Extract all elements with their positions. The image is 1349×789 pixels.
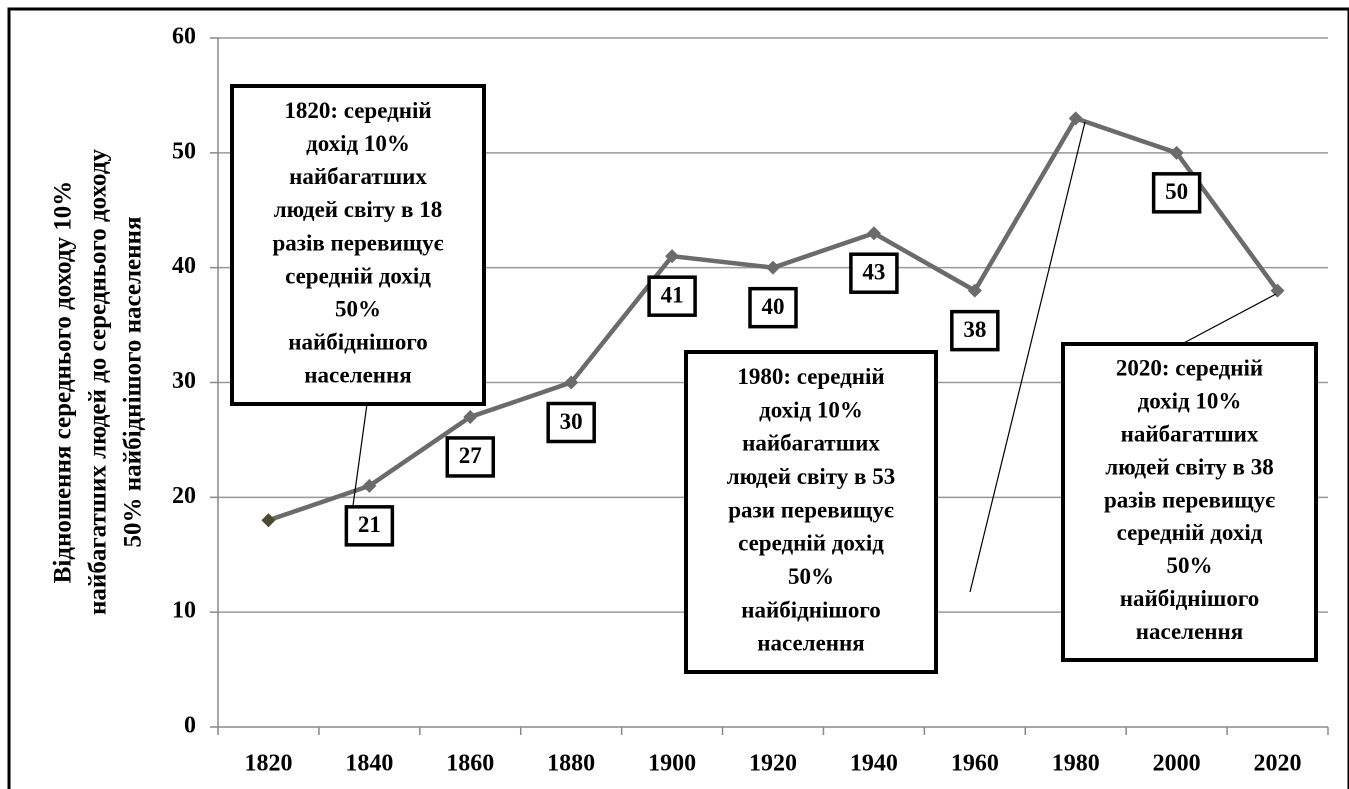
annotation-text: найбагатших [289, 164, 427, 189]
x-tick-label: 1840 [345, 751, 393, 777]
annotation-text: середній дохід [738, 531, 884, 556]
annotation-text: середній дохід [285, 263, 431, 288]
data-label-box [1151, 172, 1202, 214]
annotation-text: 50% [335, 297, 381, 322]
marker [766, 260, 780, 275]
annotation-text: середній дохід [1117, 520, 1263, 545]
annotation-text: найбіднішого [741, 597, 880, 622]
y-tick-label: 10 [172, 598, 196, 624]
marker [665, 249, 680, 264]
y-tick-label: 60 [172, 24, 196, 50]
x-tick-label: 1860 [446, 751, 494, 777]
x-tick-label: 1940 [850, 751, 898, 777]
y-tick-label: 20 [172, 483, 196, 509]
annotation-text: дохід 10% [306, 131, 410, 156]
annotation-text: разів перевищує [1104, 487, 1275, 512]
data-label-box [344, 505, 395, 547]
marker [866, 226, 881, 241]
data-label: 41 [661, 282, 684, 307]
leader-line [969, 121, 1086, 593]
annotation-text: дохід 10% [759, 397, 863, 422]
data-label: 50 [1165, 179, 1188, 204]
annotation-box [1061, 342, 1318, 662]
marker [1068, 111, 1083, 126]
annotation-text: 2020: середній [1116, 356, 1263, 381]
x-tick-label: 1980 [1052, 751, 1100, 777]
annotation-text: рази перевищує [728, 497, 894, 522]
annotation-box [230, 84, 486, 406]
annotation-text: найбагатших [1121, 422, 1259, 447]
annotation-text: людей світу в 53 [727, 464, 895, 489]
annotation-text: разів перевищує [272, 230, 443, 255]
y-axis-title: Відношення середнього доходу 10% найбагат… [50, 149, 147, 615]
annotation-text: людей світу в 18 [274, 197, 442, 222]
x-tick-label: 1960 [951, 751, 999, 777]
annotation-text: найбагатших [742, 431, 880, 456]
annotation-text: найбіднішого [288, 330, 427, 355]
annotation-text: населення [304, 363, 412, 388]
y-axis-title-line: найбагатших людей до середнього доходу [85, 149, 112, 615]
annotation-text: 1980: середній [737, 364, 884, 389]
y-axis-title-line: Відношення середнього доходу 10% [50, 181, 77, 584]
marker [463, 409, 478, 424]
data-label-box [950, 309, 1000, 352]
annotation-text: людей світу в 38 [1105, 454, 1273, 479]
data-label: 30 [560, 409, 583, 434]
data-label-box [748, 286, 798, 329]
annotation-text: найбіднішого [1120, 586, 1259, 611]
annotation-box [684, 350, 938, 674]
annotation-text: 50% [788, 564, 834, 589]
y-axis-title-line: 50% найбіднішого населення [120, 217, 147, 548]
y-tick-label: 0 [184, 713, 196, 739]
marker [564, 375, 579, 390]
marker [967, 283, 982, 298]
data-label: 27 [459, 443, 482, 468]
marker [1169, 145, 1184, 160]
leader-line [350, 403, 368, 521]
x-tick-label: 2020 [1254, 751, 1302, 777]
annotation-text: населення [1136, 619, 1244, 644]
annotation-text: 1820: середній [284, 98, 431, 123]
data-label: 40 [762, 294, 785, 319]
data-label: 43 [862, 259, 885, 284]
frame [7, 7, 1349, 789]
x-tick-label: 1880 [547, 751, 595, 777]
annotation-text: дохід 10% [1138, 389, 1242, 414]
annotation-text: 50% [1167, 553, 1213, 578]
x-tick-label: 1920 [749, 751, 797, 777]
x-tick-label: 2000 [1153, 751, 1201, 777]
y-tick-label: 50 [172, 138, 196, 164]
x-tick-label: 1900 [648, 751, 696, 777]
annotation-text: населення [757, 631, 865, 656]
y-tick-label: 30 [172, 368, 196, 394]
y-tick-label: 40 [172, 253, 196, 279]
x-tick-label: 1820 [244, 751, 292, 777]
data-label-box [445, 436, 496, 478]
data-label: 21 [358, 512, 381, 537]
data-label-box [546, 401, 596, 444]
marker [261, 513, 276, 528]
data-label-box [647, 275, 697, 317]
marker [1270, 283, 1285, 298]
data-label: 38 [963, 317, 986, 342]
data-label-box [849, 252, 899, 294]
marker [362, 478, 377, 493]
